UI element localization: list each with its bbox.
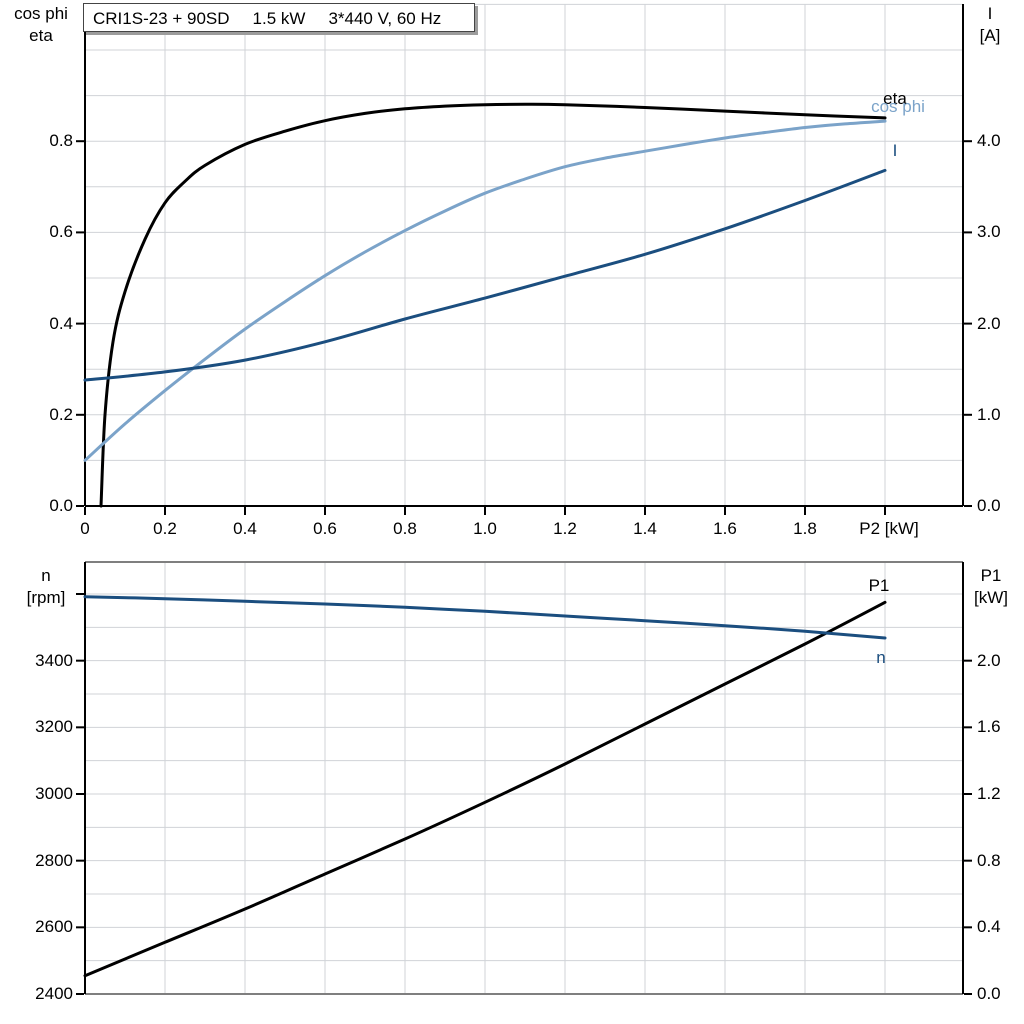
top-x-tick-label: 0.2	[153, 519, 177, 538]
bottom-right-tick-label: 1.2	[977, 784, 1001, 803]
bottom-chart-n-curve	[83, 595, 887, 640]
bottom-left-tick-label: 3000	[35, 784, 73, 803]
top-right-axis-label: I [A]	[950, 3, 1024, 47]
top-left-tick-label: 0.4	[49, 313, 73, 333]
top-left-tick-label: 0.6	[49, 222, 73, 242]
top-left-tick-label: 0.0	[49, 496, 73, 515]
cos-phi-axis-unit: cos phi	[14, 4, 68, 23]
bottom-left-tick-label: 3400	[35, 650, 73, 670]
kw-axis-unit: [kW]	[974, 588, 1008, 607]
rpm-axis-unit: [rpm]	[26, 588, 66, 607]
eta-curve-label: eta	[883, 89, 907, 108]
x-axis-label: P2 [kW]	[859, 519, 919, 538]
top-left-axis-label: cos phi eta	[1, 3, 81, 47]
pump-model-label: CRI1S-23 + 90SD	[93, 9, 230, 28]
current-axis-unit: I	[987, 4, 993, 23]
top-right-tick-label: 2.0	[977, 313, 1001, 333]
top-right-tick-label: 4.0	[977, 131, 1001, 151]
top-x-tick-label: 1.2	[553, 519, 577, 538]
bottom-left-tick-label: 3200	[35, 717, 73, 737]
current-curve-label: I	[892, 141, 898, 160]
bottom-right-tick-label: 2.0	[977, 650, 1001, 670]
top-x-tick-label: 1.0	[473, 519, 497, 538]
bottom-right-tick-label: 0.4	[977, 917, 1001, 937]
top-left-tick-label: 0.8	[49, 131, 73, 151]
top-x-tick-label: 0	[80, 519, 90, 538]
top-right-tick-label: 0.0	[977, 496, 1001, 515]
bottom-left-tick-label: 2400	[35, 984, 73, 1003]
n-curve-label: n	[876, 648, 886, 667]
motor-power-label: 1.5 kW	[252, 9, 306, 28]
top-chart-eta-curve	[99, 102, 887, 508]
bottom-right-axis-label: P1 [kW]	[951, 565, 1024, 609]
ampere-axis-unit: [A]	[979, 26, 1001, 45]
cos-phi-curve-label: cos phi	[871, 97, 925, 116]
top-x-tick-label: 1.6	[713, 519, 737, 538]
top-right-tick-label: 1.0	[977, 404, 1001, 424]
eta-axis-unit: eta	[29, 26, 53, 45]
top-x-tick-label: 0.6	[313, 519, 337, 538]
p1-axis-unit: P1	[980, 566, 1002, 585]
top-x-tick-label: 1.4	[633, 519, 657, 538]
top-left-tick-label: 0.2	[49, 404, 73, 424]
bottom-left-tick-label: 2800	[35, 850, 73, 870]
top-x-tick-label: 0.4	[233, 519, 257, 538]
chart-title-box: CRI1S-23 + 90SD 1.5 kW 3*440 V, 60 Hz	[83, 3, 475, 32]
bottom-chart-p1-curve	[83, 600, 887, 978]
top-chart-cos-phi-curve	[83, 119, 887, 462]
top-chart-i-curve	[83, 168, 887, 382]
bottom-left-axis-label: n [rpm]	[6, 565, 86, 609]
p1-curve-label: P1	[868, 576, 890, 595]
top-x-tick-label: 0.8	[393, 519, 417, 538]
bottom-left-tick-label: 2600	[35, 917, 73, 937]
bottom-right-tick-label: 0.8	[977, 850, 1001, 870]
bottom-right-tick-label: 0.0	[977, 984, 1001, 1003]
speed-axis-unit: n	[41, 566, 51, 585]
bottom-right-tick-label: 1.6	[977, 717, 1001, 737]
top-right-tick-label: 3.0	[977, 222, 1001, 242]
voltage-frequency-label: 3*440 V, 60 Hz	[328, 9, 442, 28]
top-x-tick-label: 1.8	[793, 519, 817, 538]
